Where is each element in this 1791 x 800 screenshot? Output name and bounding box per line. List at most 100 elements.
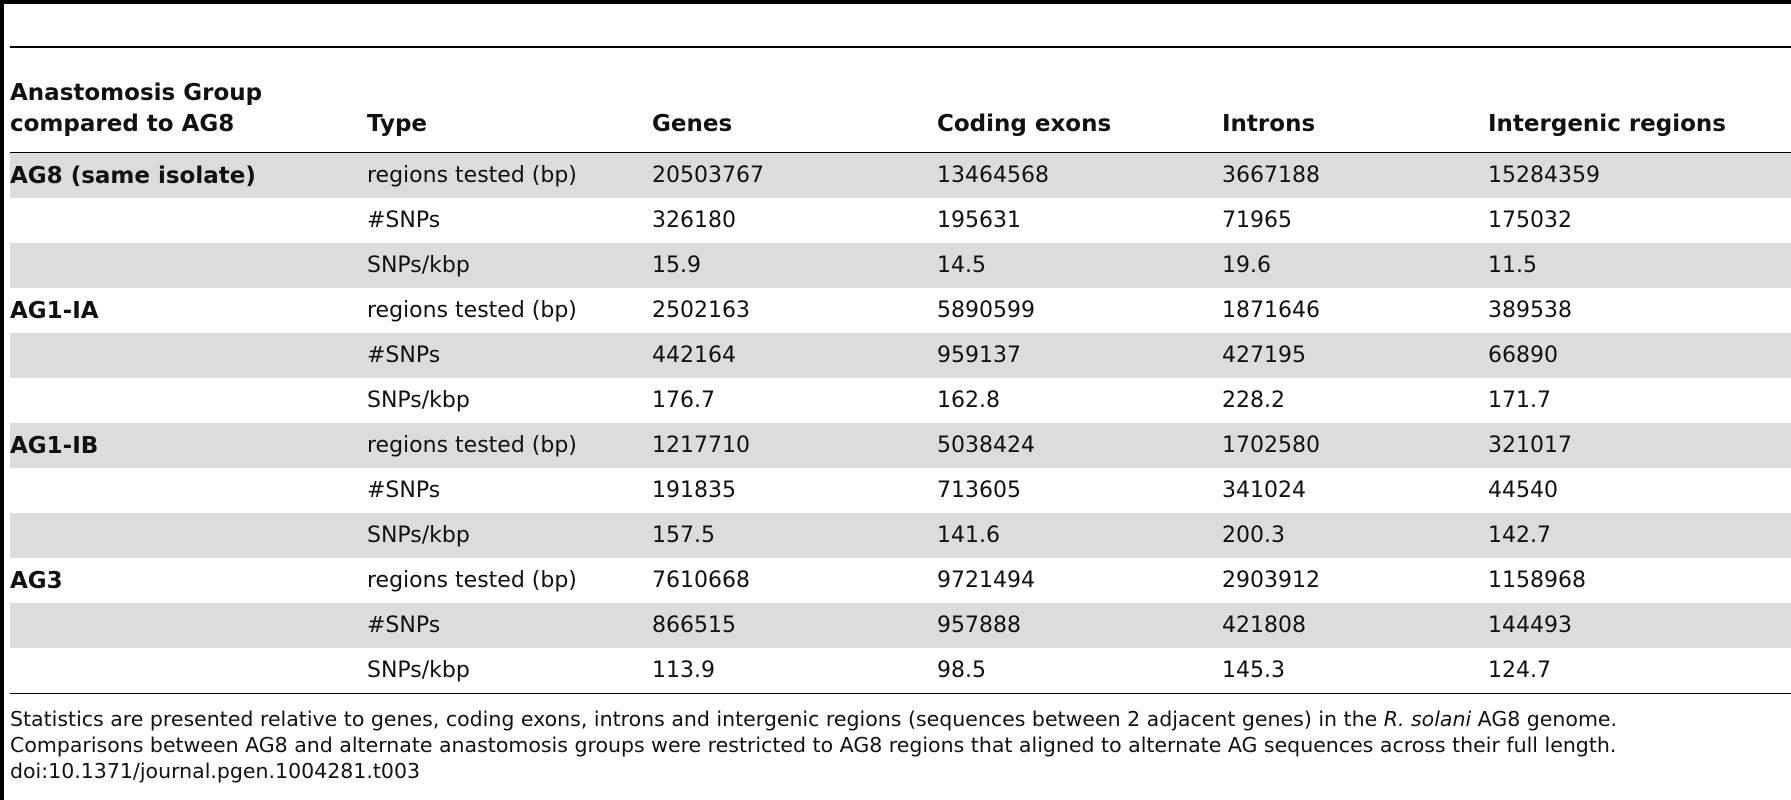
cell-type: #SNPs <box>367 333 652 378</box>
cell-type: SNPs/kbp <box>367 388 470 413</box>
cell-group: AG1-IA <box>10 297 99 324</box>
table-row: #SNPs 191835 713605 341024 44540 <box>10 468 1791 513</box>
cell-intergenic-regions: 142.7 <box>1488 513 1791 558</box>
cell-coding-exons: 13464568 <box>937 152 1222 198</box>
cell-intergenic-regions: 321017 <box>1488 423 1791 468</box>
header-coding-exons: Coding exons <box>937 111 1112 137</box>
cell-introns: 1702580 <box>1222 423 1488 468</box>
cell-type: #SNPs <box>367 208 441 233</box>
table-footnote: Statistics are presented relative to gen… <box>10 706 1780 784</box>
cell-intergenic-regions: 44540 <box>1488 478 1558 503</box>
cell-type: SNPs/kbp <box>367 513 652 558</box>
cell-introns: 3667188 <box>1222 152 1488 198</box>
table-row: SNPs/kbp 15.9 14.5 19.6 11.5 <box>10 243 1791 288</box>
top-border-rule <box>0 0 1791 4</box>
table-row: #SNPs 326180 195631 71965 175032 <box>10 198 1791 243</box>
header-introns: Introns <box>1222 111 1316 137</box>
cell-introns: 341024 <box>1222 478 1306 503</box>
table-row: #SNPs 866515 957888 421808 144493 <box>10 603 1791 648</box>
cell-coding-exons: 195631 <box>937 208 1021 233</box>
cell-intergenic-regions: 1158968 <box>1488 568 1586 593</box>
cell-group <box>10 378 367 423</box>
cell-genes: 191835 <box>652 478 736 503</box>
cell-group <box>10 603 367 648</box>
cell-type: #SNPs <box>367 603 652 648</box>
cell-coding-exons: 713605 <box>937 478 1021 503</box>
cell-genes: 7610668 <box>652 568 750 593</box>
cell-introns: 145.3 <box>1222 658 1285 683</box>
cell-coding-exons: 5038424 <box>937 423 1222 468</box>
cell-coding-exons: 957888 <box>937 603 1222 648</box>
footnote-line-1-after: AG8 genome. <box>1471 707 1618 731</box>
cell-coding-exons: 141.6 <box>937 513 1222 558</box>
footnote-species-name: R. solani <box>1383 707 1472 731</box>
cell-coding-exons: 162.8 <box>937 388 1000 413</box>
cell-group: AG8 (same isolate) <box>10 152 367 198</box>
cell-introns: 71965 <box>1222 208 1292 233</box>
cell-intergenic-regions: 171.7 <box>1488 388 1551 413</box>
cell-type: SNPs/kbp <box>367 243 652 288</box>
cell-introns: 1871646 <box>1222 298 1320 323</box>
header-row: Anastomosis Group compared to AG8 Type G… <box>10 47 1791 153</box>
footnote-line-1: Statistics are presented relative to gen… <box>10 706 1780 732</box>
cell-intergenic-regions: 389538 <box>1488 298 1572 323</box>
snp-statistics-table: Anastomosis Group compared to AG8 Type G… <box>10 46 1791 694</box>
snp-statistics-table-container: Anastomosis Group compared to AG8 Type G… <box>10 46 1791 694</box>
cell-introns: 427195 <box>1222 333 1488 378</box>
cell-introns: 228.2 <box>1222 388 1285 413</box>
table-row: AG3 regions tested (bp) 7610668 9721494 2903… <box>10 558 1791 603</box>
cell-genes: 1217710 <box>652 423 937 468</box>
cell-introns: 2903912 <box>1222 568 1320 593</box>
cell-type: regions tested (bp) <box>367 298 577 323</box>
cell-introns: 421808 <box>1222 603 1488 648</box>
cell-group: AG1-IB <box>10 423 367 468</box>
cell-type: regions tested (bp) <box>367 568 577 593</box>
header-genes: Genes <box>652 111 733 137</box>
footnote-doi: doi:10.1371/journal.pgen.1004281.t003 <box>10 759 421 783</box>
table-row: SNPs/kbp 113.9 98.5 145.3 124.7 <box>10 648 1791 694</box>
cell-genes: 2502163 <box>652 298 750 323</box>
cell-genes: 113.9 <box>652 658 715 683</box>
cell-introns: 200.3 <box>1222 513 1488 558</box>
cell-intergenic-regions: 15284359 <box>1488 152 1791 198</box>
cell-genes: 20503767 <box>652 152 937 198</box>
cell-genes: 157.5 <box>652 513 937 558</box>
cell-group <box>10 198 367 243</box>
cell-group <box>10 468 367 513</box>
cell-genes: 326180 <box>652 208 736 233</box>
table-row: AG8 (same isolate) regions tested (bp) 205… <box>10 152 1791 198</box>
cell-type: regions tested (bp) <box>367 152 652 198</box>
cell-group <box>10 648 367 694</box>
cell-genes: 15.9 <box>652 243 937 288</box>
table-row: SNPs/kbp 176.7 162.8 228.2 171.7 <box>10 378 1791 423</box>
table-row: SNPs/kbp 157.5 141.6 200.3 142.7 <box>10 513 1791 558</box>
cell-coding-exons: 14.5 <box>937 243 1222 288</box>
left-border-rule <box>0 0 4 800</box>
cell-type: SNPs/kbp <box>367 658 470 683</box>
cell-type: regions tested (bp) <box>367 423 652 468</box>
cell-type: #SNPs <box>367 478 441 503</box>
table-row: AG1-IB regions tested (bp) 1217710 5038424 1… <box>10 423 1791 468</box>
cell-group <box>10 333 367 378</box>
cell-group <box>10 243 367 288</box>
cell-intergenic-regions: 124.7 <box>1488 658 1551 683</box>
table-body: AG8 (same isolate) regions tested (bp) 205… <box>10 152 1791 694</box>
footnote-line-2: Comparisons between AG8 and alternate an… <box>10 733 1617 757</box>
cell-genes: 442164 <box>652 333 937 378</box>
cell-genes: 866515 <box>652 603 937 648</box>
cell-intergenic-regions: 66890 <box>1488 333 1791 378</box>
cell-intergenic-regions: 144493 <box>1488 603 1791 648</box>
footnote-line-1-before: Statistics are presented relative to gen… <box>10 707 1384 731</box>
header-anastomosis-group: Anastomosis Group compared to AG8 <box>10 80 263 137</box>
cell-coding-exons: 98.5 <box>937 658 986 683</box>
cell-coding-exons: 959137 <box>937 333 1222 378</box>
cell-group: AG3 <box>10 567 63 594</box>
table-row: AG1-IA regions tested (bp) 2502163 5890599 1… <box>10 288 1791 333</box>
cell-introns: 19.6 <box>1222 243 1488 288</box>
cell-genes: 176.7 <box>652 388 715 413</box>
cell-group <box>10 513 367 558</box>
header-intergenic-regions: Intergenic regions <box>1488 111 1726 137</box>
table-header: Anastomosis Group compared to AG8 Type G… <box>10 47 1791 153</box>
table-row: #SNPs 442164 959137 427195 66890 <box>10 333 1791 378</box>
